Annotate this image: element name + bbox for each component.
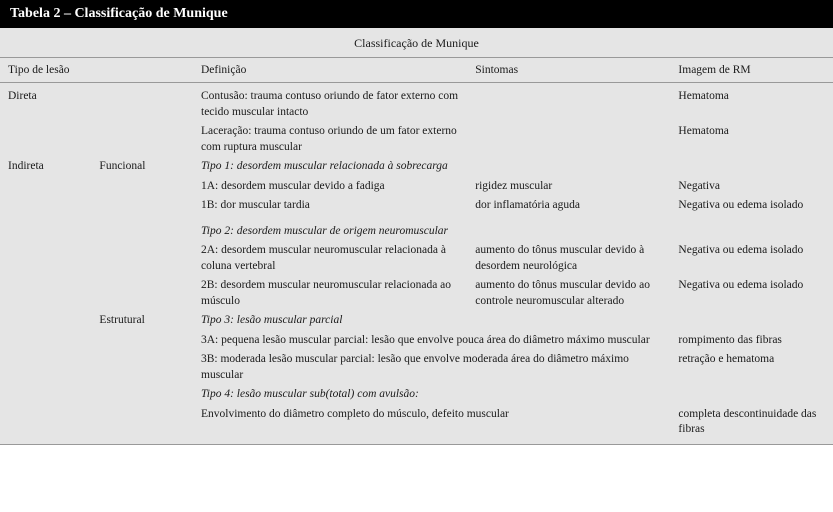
- sint-2a: aumento do tônus muscular devido à desor…: [467, 241, 670, 276]
- sint-2b: aumento do tônus muscular devido ao cont…: [467, 276, 670, 311]
- img-1b: Negativa ou edema isolado: [670, 196, 833, 216]
- header-row: Tipo de lesão Definição Sintomas Imagem …: [0, 58, 833, 83]
- subclass-estrutural: Estrutural: [91, 311, 193, 331]
- def-3b: 3B: moderada lesão muscular parcial: les…: [193, 350, 670, 385]
- tipo1-row-1b: 1B: dor muscular tardia dor inflamatória…: [0, 196, 833, 216]
- definicao-direta-1: Contusão: trauma contuso oriundo de fato…: [193, 83, 467, 123]
- tipo4-heading: Tipo 4: lesão muscular sub(total) com av…: [193, 385, 833, 405]
- tipo2-heading-row: Tipo 2: desordem muscular de origem neur…: [0, 222, 833, 242]
- tipo4-heading-row: Tipo 4: lesão muscular sub(total) com av…: [0, 385, 833, 405]
- col-header-definicao: Definição: [193, 58, 467, 83]
- img-1a: Negativa: [670, 177, 833, 197]
- imagem-direta-2: Hematoma: [670, 122, 833, 157]
- tipo3-heading: Tipo 3: lesão muscular parcial: [193, 311, 833, 331]
- def-2a: 2A: desordem muscular neuromuscular rela…: [193, 241, 467, 276]
- col-header-imagem: Imagem de RM: [670, 58, 833, 83]
- col-header-sintomas: Sintomas: [467, 58, 670, 83]
- tipo2-row-2b: 2B: desordem muscular neuromuscular rela…: [0, 276, 833, 311]
- def-tipo4: Envolvimento do diâmetro completo do mús…: [193, 405, 670, 445]
- tipo2-heading: Tipo 2: desordem muscular de origem neur…: [193, 222, 833, 242]
- classification-table: Tipo de lesão Definição Sintomas Imagem …: [0, 58, 833, 445]
- table-container: Tabela 2 – Classificação de Munique Clas…: [0, 0, 833, 445]
- subclass-funcional: Funcional: [91, 157, 193, 177]
- col-header-subclass: [91, 58, 193, 83]
- tipo3-row-3a: 3A: pequena lesão muscular parcial: lesã…: [0, 331, 833, 351]
- def-3a: 3A: pequena lesão muscular parcial: lesã…: [193, 331, 670, 351]
- img-3b: retração e hematoma: [670, 350, 833, 385]
- img-tipo4: completa descontinuidade das fibras: [670, 405, 833, 445]
- img-2a: Negativa ou edema isolado: [670, 241, 833, 276]
- sintomas-direta-2: [467, 122, 670, 157]
- estrutural-tipo3-heading: Estrutural Tipo 3: lesão muscular parcia…: [0, 311, 833, 331]
- table-title: Tabela 2 – Classificação de Munique: [0, 0, 833, 28]
- sintomas-direta-1: [467, 83, 670, 123]
- subclass-empty: [91, 83, 193, 123]
- sint-1a: rigidez muscular: [467, 177, 670, 197]
- table-subtitle: Classificação de Munique: [0, 28, 833, 58]
- def-2b: 2B: desordem muscular neuromuscular rela…: [193, 276, 467, 311]
- col-header-tipo: Tipo de lesão: [0, 58, 91, 83]
- def-1b: 1B: dor muscular tardia: [193, 196, 467, 216]
- indireta-funcional-tipo1-heading: Indireta Funcional Tipo 1: desordem musc…: [0, 157, 833, 177]
- tipo4-row: Envolvimento do diâmetro completo do mús…: [0, 405, 833, 445]
- imagem-direta-1: Hematoma: [670, 83, 833, 123]
- tipo3-row-3b: 3B: moderada lesão muscular parcial: les…: [0, 350, 833, 385]
- tipo-direta: Direta: [0, 83, 91, 123]
- tipo1-row-1a: 1A: desordem muscular devido a fadiga ri…: [0, 177, 833, 197]
- direta-row-1: Direta Contusão: trauma contuso oriundo …: [0, 83, 833, 123]
- img-3a: rompimento das fibras: [670, 331, 833, 351]
- tipo1-heading: Tipo 1: desordem muscular relacionada à …: [193, 157, 833, 177]
- direta-row-2: Laceração: trauma contuso oriundo de um …: [0, 122, 833, 157]
- img-2b: Negativa ou edema isolado: [670, 276, 833, 311]
- tipo2-row-2a: 2A: desordem muscular neuromuscular rela…: [0, 241, 833, 276]
- def-1a: 1A: desordem muscular devido a fadiga: [193, 177, 467, 197]
- definicao-direta-2: Laceração: trauma contuso oriundo de um …: [193, 122, 467, 157]
- sint-1b: dor inflamatória aguda: [467, 196, 670, 216]
- tipo-indireta: Indireta: [0, 157, 91, 177]
